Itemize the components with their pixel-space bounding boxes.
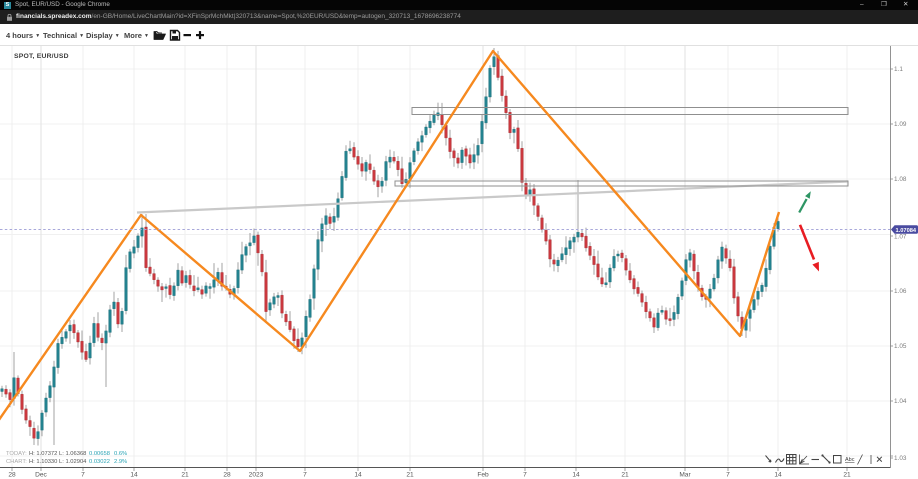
svg-text:7: 7	[303, 472, 307, 479]
svg-text:21: 21	[843, 472, 851, 479]
svg-text:7: 7	[81, 472, 85, 479]
svg-text:Abc: Abc	[845, 457, 855, 463]
svg-text:H: 1.07372: H: 1.07372	[29, 451, 57, 457]
svg-text:1.1: 1.1	[894, 66, 903, 73]
svg-text:2023: 2023	[249, 472, 264, 479]
svg-text:2.9%: 2.9%	[114, 459, 127, 465]
svg-text:0.03022: 0.03022	[89, 459, 110, 465]
svg-text:7: 7	[523, 472, 527, 479]
svg-text:14: 14	[774, 472, 782, 479]
svg-text:Mar: Mar	[679, 472, 691, 479]
svg-text:1.03: 1.03	[894, 455, 907, 462]
svg-text:1.04: 1.04	[894, 398, 907, 405]
svg-text:1.09: 1.09	[894, 121, 907, 128]
svg-text:0.6%: 0.6%	[114, 451, 127, 457]
svg-text:1.06: 1.06	[894, 288, 907, 295]
svg-text:L: 1.02904: L: 1.02904	[59, 459, 87, 465]
svg-text:1.05: 1.05	[894, 343, 907, 350]
svg-text:Dec: Dec	[35, 472, 47, 479]
svg-text:L: 1.06368: L: 1.06368	[59, 451, 86, 457]
svg-text:TODAY:: TODAY:	[6, 451, 27, 457]
svg-text:1.07084: 1.07084	[896, 228, 917, 234]
svg-text:7: 7	[726, 472, 730, 479]
svg-text:21: 21	[181, 472, 189, 479]
svg-text:28: 28	[223, 472, 231, 479]
svg-text:14: 14	[572, 472, 580, 479]
svg-text:14: 14	[130, 472, 138, 479]
svg-text:H: 1.10330: H: 1.10330	[29, 459, 57, 465]
svg-text:SPOT, EUR/USD: SPOT, EUR/USD	[14, 53, 69, 60]
svg-text:Feb: Feb	[477, 472, 489, 479]
svg-text:14: 14	[354, 472, 362, 479]
svg-text:1.08: 1.08	[894, 176, 907, 183]
svg-text:0.00658: 0.00658	[89, 451, 110, 457]
svg-text:21: 21	[621, 472, 629, 479]
svg-text:1.07: 1.07	[894, 234, 907, 241]
svg-text:28: 28	[8, 472, 16, 479]
svg-text:CHART:: CHART:	[6, 459, 27, 465]
svg-text:21: 21	[406, 472, 414, 479]
